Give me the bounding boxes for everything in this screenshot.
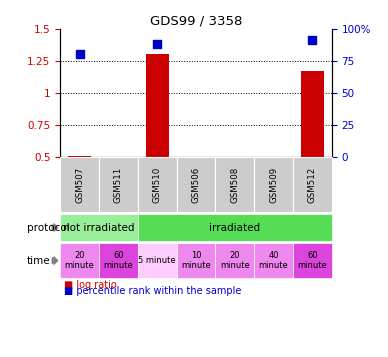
Text: GSM510: GSM510 bbox=[152, 167, 162, 203]
Point bbox=[76, 51, 83, 57]
Bar bbox=[146, 54, 169, 157]
Text: GSM509: GSM509 bbox=[269, 167, 278, 203]
Text: 5 minute: 5 minute bbox=[139, 256, 176, 265]
Title: GDS99 / 3358: GDS99 / 3358 bbox=[150, 14, 242, 27]
Text: 20
minute: 20 minute bbox=[65, 251, 94, 270]
Text: GSM507: GSM507 bbox=[75, 167, 84, 203]
Text: 60
minute: 60 minute bbox=[298, 251, 327, 270]
Text: time: time bbox=[27, 256, 51, 266]
Text: GSM512: GSM512 bbox=[308, 167, 317, 203]
Text: ■ log ratio: ■ log ratio bbox=[64, 280, 117, 290]
Text: GSM508: GSM508 bbox=[230, 167, 239, 203]
Text: 20
minute: 20 minute bbox=[220, 251, 249, 270]
Point bbox=[154, 41, 160, 47]
Text: 40
minute: 40 minute bbox=[259, 251, 288, 270]
Text: protocol: protocol bbox=[27, 222, 70, 233]
Text: ■ percentile rank within the sample: ■ percentile rank within the sample bbox=[64, 286, 241, 296]
Bar bbox=[68, 156, 91, 157]
Text: not irradiated: not irradiated bbox=[63, 222, 135, 233]
Bar bbox=[301, 71, 324, 157]
Point bbox=[309, 37, 315, 43]
Text: GSM506: GSM506 bbox=[191, 167, 201, 203]
Text: irradiated: irradiated bbox=[209, 222, 260, 233]
Text: GSM511: GSM511 bbox=[114, 167, 123, 203]
Text: 10
minute: 10 minute bbox=[181, 251, 211, 270]
Text: 60
minute: 60 minute bbox=[104, 251, 133, 270]
